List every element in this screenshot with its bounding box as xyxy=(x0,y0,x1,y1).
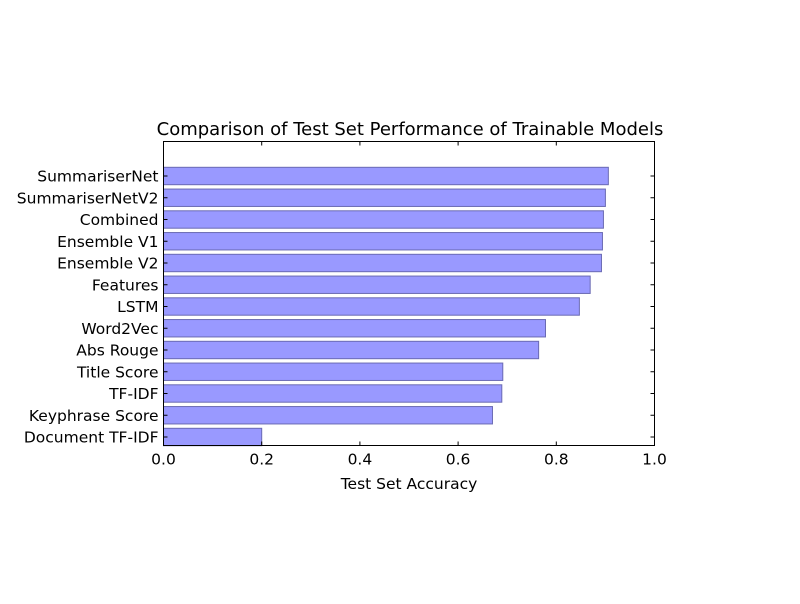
y-tick-label: Combined xyxy=(80,211,159,229)
bar-document-tf-idf xyxy=(163,427,263,447)
y-tick-label: Word2Vec xyxy=(81,320,158,338)
y-tick-label: Ensemble V2 xyxy=(57,255,158,273)
bar-lstm xyxy=(163,297,580,316)
bar-ensemble-v1 xyxy=(163,232,603,251)
y-tick-label: Keyphrase Score xyxy=(29,407,159,425)
bar-combined xyxy=(163,210,604,229)
bar-keyphrase-score xyxy=(163,406,493,425)
x-tick-label: 0.6 xyxy=(446,451,471,469)
y-tick-label: SummariserNetV2 xyxy=(17,189,159,207)
y-tick-label: Abs Rouge xyxy=(76,342,158,360)
y-tick-label: Ensemble V1 xyxy=(57,233,158,251)
bar-title-score xyxy=(163,362,504,381)
bar-ensemble-v2 xyxy=(163,253,602,273)
x-tick-label: 0.4 xyxy=(348,451,373,469)
x-tick-label: 0.2 xyxy=(249,451,274,469)
plot-frame xyxy=(163,141,655,446)
y-tick-label: SummariserNet xyxy=(37,168,158,186)
bar-features xyxy=(163,275,591,294)
x-tick-label: 0.0 xyxy=(151,451,176,469)
y-tick-label: TF-IDF xyxy=(108,385,158,403)
bar-summarisernetv2 xyxy=(163,188,606,207)
y-tick-labels: SummariserNet SummariserNetV2 Combined Ense… xyxy=(17,168,159,447)
x-tick-label: 0.8 xyxy=(544,451,569,469)
y-tick-label: Features xyxy=(92,276,159,294)
x-tick-labels: 0.0 0.2 0.4 0.6 0.8 1.0 xyxy=(151,451,667,469)
chart-title: Comparison of Test Set Performance of Tr… xyxy=(157,119,664,140)
bar-word2vec xyxy=(163,319,546,338)
y-tick-label: Title Score xyxy=(76,363,159,381)
bar-tf-idf xyxy=(163,384,503,403)
bars-group xyxy=(163,166,609,447)
x-axis-label: Test Set Accuracy xyxy=(340,475,478,493)
bar-abs-rouge xyxy=(163,340,540,360)
y-tick-label: LSTM xyxy=(117,298,158,316)
x-tick-label: 1.0 xyxy=(642,451,667,469)
bar-summarisernet xyxy=(163,166,609,186)
y-tick-label: Document TF-IDF xyxy=(24,429,159,447)
